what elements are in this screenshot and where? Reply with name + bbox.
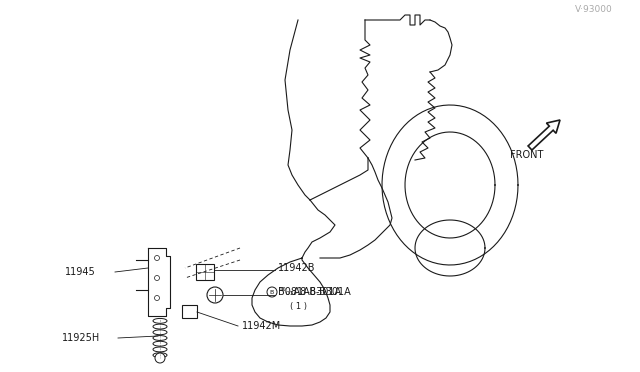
- Bar: [196, 264, 214, 280]
- Text: B: B: [270, 289, 274, 295]
- Circle shape: [207, 287, 223, 303]
- Circle shape: [267, 287, 277, 297]
- Circle shape: [154, 295, 159, 301]
- Text: FRONT: FRONT: [510, 150, 543, 160]
- Text: V·93000: V·93000: [575, 6, 612, 15]
- Circle shape: [154, 276, 159, 280]
- Text: B081A8-B301A: B081A8-B301A: [278, 287, 351, 297]
- Text: 11925H: 11925H: [62, 333, 100, 343]
- Bar: [182, 305, 197, 318]
- Circle shape: [155, 353, 165, 363]
- Polygon shape: [528, 120, 560, 150]
- Text: ( 1 ): ( 1 ): [290, 301, 307, 311]
- Text: ¹⁰₀₁A8-B301A: ¹⁰₀₁A8-B301A: [278, 287, 341, 297]
- Text: 11942M: 11942M: [242, 321, 281, 331]
- Text: 11942B: 11942B: [278, 263, 316, 273]
- Text: 11945: 11945: [65, 267, 96, 277]
- Circle shape: [154, 256, 159, 260]
